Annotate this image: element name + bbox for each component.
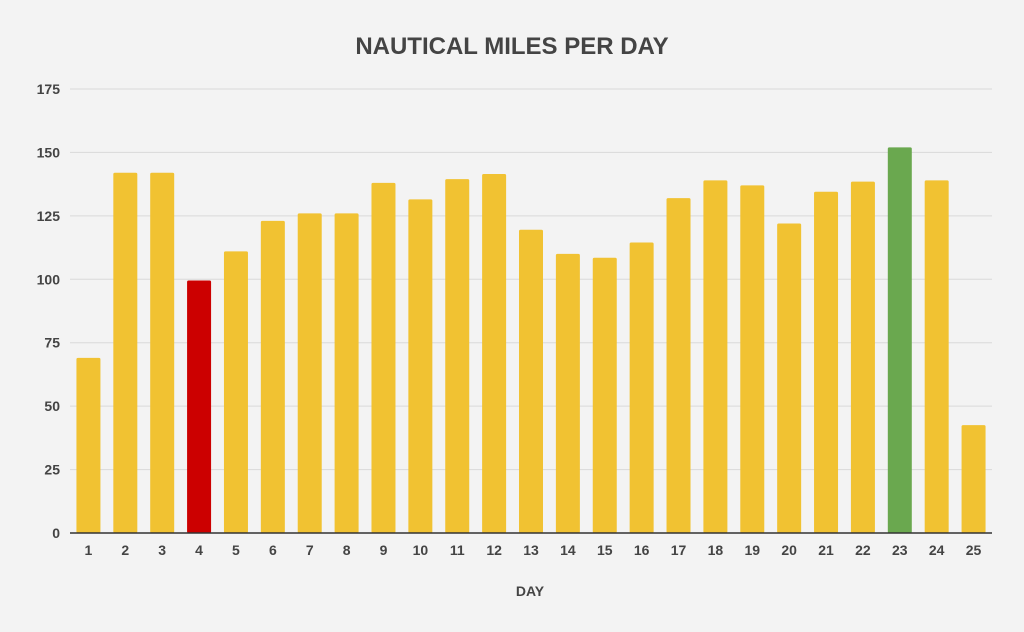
x-axis-label: DAY [516,583,545,599]
x-tick-label: 5 [232,542,240,558]
bar-day-20 [777,223,802,533]
bar-day-7 [297,213,322,533]
x-tick-label: 4 [195,542,203,558]
bar-day-5 [223,251,248,533]
x-tick-label: 25 [966,542,982,558]
y-tick-label: 25 [44,462,60,478]
bar-day-3 [150,172,175,533]
bar-day-6 [260,220,285,533]
bars [76,147,986,534]
x-tick-label: 20 [781,542,797,558]
y-tick-label: 75 [44,335,60,351]
bar-day-15 [592,257,617,533]
x-tick-label: 12 [486,542,502,558]
x-tick-label: 10 [413,542,429,558]
bar-day-9 [371,182,396,534]
x-tick-label: 9 [380,542,388,558]
y-tick-label: 100 [37,271,61,287]
x-tick-label: 2 [121,542,129,558]
bar-day-18 [703,180,728,533]
x-tick-label: 19 [744,542,760,558]
x-tick-label: 23 [892,542,908,558]
bar-day-17 [666,198,691,533]
bar-day-12 [482,173,507,533]
bar-day-19 [740,185,765,533]
x-tick-label: 6 [269,542,277,558]
x-tick-label: 17 [671,542,687,558]
x-tick-label: 3 [158,542,166,558]
bar-day-2 [113,172,138,533]
y-tick-label: 150 [37,144,61,160]
bar-day-23 [887,147,912,533]
bar-day-24 [924,180,949,533]
x-tick-label: 7 [306,542,314,558]
bar-day-4 [187,280,212,533]
bar-day-16 [629,242,654,534]
y-tick-label: 0 [52,525,60,541]
x-tick-label: 8 [343,542,351,558]
x-axis-ticks: 1 2 3 4 5 6 7 8 9 10 11 12 13 14 15 16 17 18 19 20 21 22 23 24 2… [85,542,982,558]
x-tick-label: 18 [708,542,724,558]
x-tick-label: 1 [85,542,93,558]
bar-day-8 [334,213,359,533]
x-tick-label: 15 [597,542,613,558]
x-tick-label: 21 [818,542,834,558]
x-tick-label: 24 [929,542,945,558]
x-tick-label: 22 [855,542,871,558]
y-tick-label: 50 [44,398,60,414]
y-tick-label: 125 [37,208,61,224]
chart-title: NAUTICAL MILES PER DAY [355,33,668,60]
x-tick-label: 14 [560,542,576,558]
x-tick-label: 11 [450,542,465,558]
x-tick-label: 13 [523,542,539,558]
bar-day-25 [961,425,986,533]
bar-day-14 [555,253,580,533]
y-axis-ticks: 0 25 50 75 100 125 150 175 [37,81,61,541]
y-tick-label: 175 [37,81,61,97]
bar-day-1 [76,357,101,533]
bar-day-11 [445,179,470,533]
bar-day-10 [408,199,433,533]
x-tick-label: 16 [634,542,650,558]
bar-day-21 [814,191,839,534]
bar-day-13 [519,229,543,533]
bar-day-22 [850,181,875,533]
